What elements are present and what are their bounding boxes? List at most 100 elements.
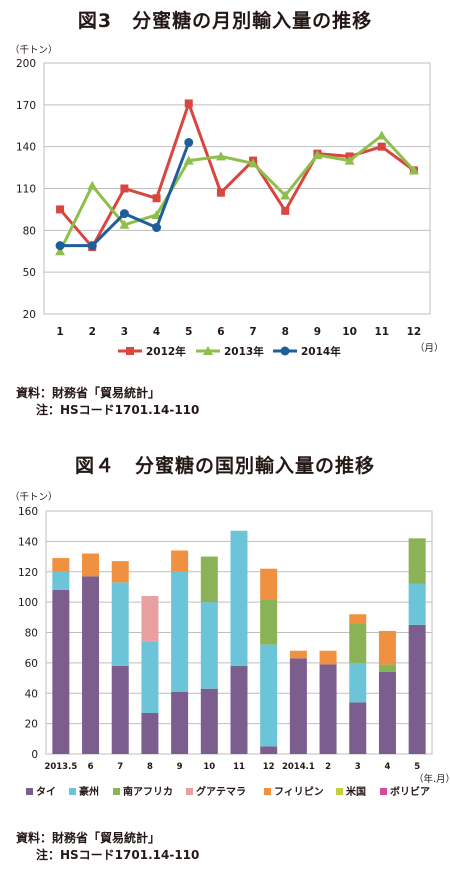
chart1-data-point <box>87 180 98 190</box>
chart2-y-tick-label: 60 <box>25 658 38 670</box>
chart2-bar-segment-3 <box>349 623 367 663</box>
chart1-x-tick-label: 12 <box>407 326 422 338</box>
chart1-data-point <box>408 165 419 175</box>
chart2-y-tick-label: 100 <box>18 597 38 609</box>
chart2-bar-segment-1 <box>200 688 218 754</box>
chart1-x-tick-label: 5 <box>185 326 192 338</box>
chart2-bar-segment-5 <box>289 650 307 659</box>
chart1-data-point <box>119 219 130 229</box>
chart1-source-block: 資料：財務省「貿易統計」 注：HSコード1701.14-110 <box>16 385 199 419</box>
chart2-x-tick-label: 2 <box>325 762 331 772</box>
chart1-data-point <box>376 130 387 140</box>
chart2-y-tick-label: 160 <box>18 506 38 518</box>
chart1-x-tick-label: 2 <box>89 326 96 338</box>
chart2-bar-segment-2 <box>349 662 367 703</box>
chart2-x-tick-label: 6 <box>88 762 94 772</box>
chart2-bar-segment-5 <box>82 553 100 577</box>
chart2-x-tick-label: 9 <box>177 762 183 772</box>
chart2-bar-segment-2 <box>171 571 189 692</box>
chart2-legend-swatch <box>336 788 343 795</box>
chart2-bar-segment-2 <box>230 530 248 666</box>
chart1-y-tick-label: 140 <box>16 142 36 154</box>
chart2-y-unit: （千トン） <box>10 492 58 503</box>
chart2-legend-label: グアテマラ <box>196 785 246 798</box>
chart1-x-tick-label: 4 <box>153 326 160 338</box>
chart1-data-point <box>55 241 65 251</box>
chart1-data-point <box>120 184 129 193</box>
chart2-legend-swatch <box>380 788 387 795</box>
chart1-x-tick-label: 7 <box>249 326 256 338</box>
chart2-bar-segment-1 <box>52 589 70 754</box>
chart2-x-tick-label: 11 <box>233 762 245 772</box>
chart2-x-tick-label: 7 <box>117 762 123 772</box>
chart2-bar-segment-5 <box>52 558 70 572</box>
chart1-data-point <box>56 205 65 214</box>
chart2-legend-swatch <box>26 788 33 795</box>
chart2-bar-segment-1 <box>378 671 396 754</box>
chart1-x-tick-label: 1 <box>56 326 63 338</box>
chart2-bar-segment-1 <box>141 712 159 754</box>
chart2-legend-label: ボリビア <box>390 785 430 798</box>
chart2-x-tick-label: 2014.1 <box>282 762 315 772</box>
chart2-bar-segment-2 <box>260 644 278 747</box>
chart1-x-tick-label: 8 <box>282 326 289 338</box>
chart2-legend-label: 豪州 <box>79 785 99 798</box>
chart2-y-tick-label: 20 <box>25 719 38 731</box>
chart2-y-tick-label: 80 <box>25 628 38 640</box>
chart2-note: 注：HSコード1701.14-110 <box>36 848 200 862</box>
chart2-bar-segment-1 <box>408 624 426 754</box>
chart2-x-tick-label: 2013.5 <box>44 762 77 772</box>
chart2-y-tick-label: 140 <box>18 536 38 548</box>
chart1-series-line-2 <box>58 134 416 252</box>
chart2-source-block: 資料：財務省「貿易統計」 注：HSコード1701.14-110 <box>16 830 199 864</box>
chart2-bar-segment-1 <box>289 658 307 754</box>
chart1-legend-label: 2012年 <box>146 345 186 358</box>
chart2-bar-segment-5 <box>111 561 129 583</box>
chart1-title: 図3 分蜜糖の月別輸入量の推移 <box>77 10 373 32</box>
chart2-y-tick-label: 120 <box>18 567 38 579</box>
chart1-data-point <box>119 209 129 219</box>
chart2-x-tick-label: 8 <box>147 762 153 772</box>
chart1-data-point <box>55 246 66 256</box>
chart2-stacked-bar-chart: 0 20 40 60 80 100 120 140 160 2013.5 6 7 8 9 10 11 12 201… <box>18 506 450 798</box>
chart1-data-point <box>184 99 193 108</box>
chart2-x-tick-label: 3 <box>355 762 361 772</box>
chart2-y-tick-label: 40 <box>25 688 38 700</box>
chart1-data-point <box>344 155 355 165</box>
chart1-data-point <box>312 150 323 160</box>
chart1-legend-marker <box>280 346 290 356</box>
chart1-legend-marker <box>126 347 134 355</box>
chart2-bar-segment-1 <box>319 664 337 754</box>
chart2-bar-segment-3 <box>378 664 396 672</box>
chart2-bar-segment-5 <box>349 614 367 624</box>
chart1-y-tick-label: 80 <box>23 225 36 237</box>
chart2-legend-swatch <box>186 788 193 795</box>
chart2-legend-label: タイ <box>36 786 56 798</box>
chart1-data-point <box>377 142 386 151</box>
chart1-data-point <box>248 158 259 168</box>
chart1-x-tick-label: 9 <box>314 326 321 338</box>
chart1-x-tick-label: 10 <box>342 326 357 338</box>
chart1-x-tick-label: 3 <box>121 326 128 338</box>
chart2-legend-label: 南アフリカ <box>123 785 173 798</box>
chart1-y-tick-label: 50 <box>23 267 36 279</box>
chart1-data-point <box>216 188 225 197</box>
chart2-x-unit: （年.月） <box>414 773 450 785</box>
chart1-source: 資料：財務省「貿易統計」 <box>16 386 161 400</box>
chart2-title: 図４ 分蜜糖の国別輸入量の推移 <box>74 455 375 477</box>
chart2-legend-swatch <box>69 788 76 795</box>
chart2-legend-label: 米国 <box>346 785 366 798</box>
chart2-x-tick-label: 5 <box>414 762 420 772</box>
chart1-data-point <box>215 151 226 161</box>
chart2-legend-swatch <box>113 788 120 795</box>
chart2-bar-segment-1 <box>171 691 189 754</box>
chart2-y-tick-label: 0 <box>31 749 38 761</box>
chart2-bar-segment-3 <box>200 556 218 603</box>
chart2-source: 資料：財務省「貿易統計」 <box>16 831 161 845</box>
chart2-bar-segment-2 <box>408 583 426 625</box>
chart2-legend-label: フィリピン <box>274 786 324 798</box>
chart2-bar-segment-5 <box>260 568 278 600</box>
chart1-data-point <box>184 137 194 147</box>
chart2-bar-segment-2 <box>52 571 70 590</box>
